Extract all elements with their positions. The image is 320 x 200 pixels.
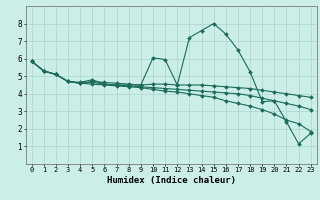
X-axis label: Humidex (Indice chaleur): Humidex (Indice chaleur) [107,176,236,185]
